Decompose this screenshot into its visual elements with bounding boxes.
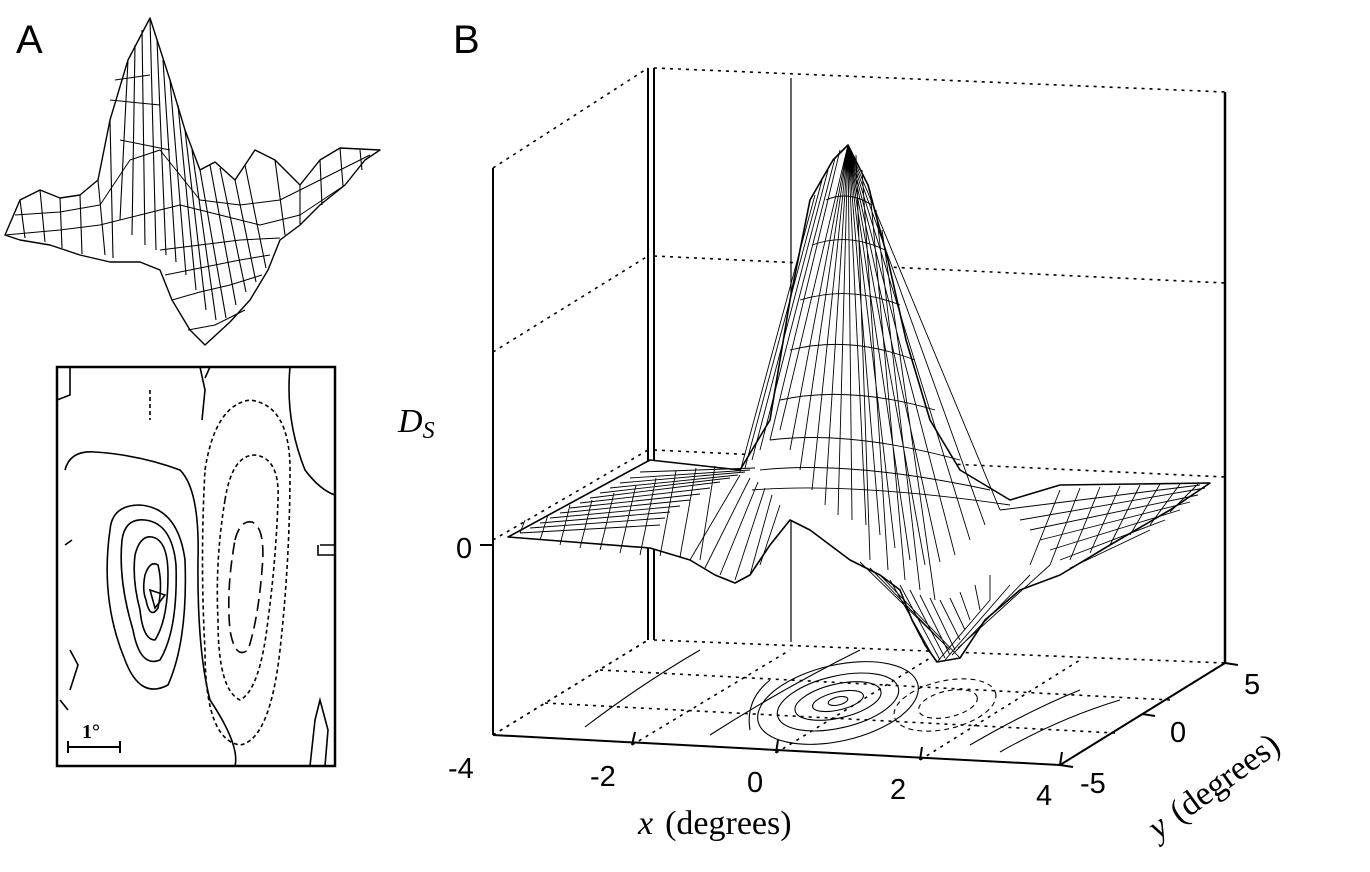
panel-b-surface-left-flat — [519, 465, 756, 561]
panel-a-contours-dashed — [149, 390, 291, 746]
panel-b-surface-trough — [859, 561, 1051, 663]
panel-b-surface-right-flat — [999, 483, 1206, 569]
x-tick-label: -2 — [590, 761, 616, 793]
panel-a-contours-longdash — [227, 521, 264, 654]
panel-a-surface-outline — [4, 17, 381, 346]
panel-b-surface-peak-lines — [739, 144, 1001, 601]
panel-a: A — [4, 17, 381, 768]
panel-a-label: A — [16, 18, 43, 62]
x-tick-label: -4 — [448, 753, 474, 785]
z-axis-title: DS — [397, 403, 435, 444]
y-tick-label: -5 — [1080, 768, 1106, 800]
panel-a-contour-frame — [55, 365, 337, 768]
panel-b-surface-rings — [751, 195, 1011, 506]
x-axis-title-var: x — [637, 805, 653, 842]
z-tick-0: 0 — [456, 533, 472, 565]
panel-a-surface — [4, 17, 381, 346]
y-axis-title: y(degrees) — [1139, 726, 1287, 848]
panel-b-label: B — [453, 18, 480, 62]
panel-b-surface — [507, 144, 1211, 663]
panel-b-floor-contours — [584, 649, 1121, 753]
y-tick-label: 0 — [1170, 717, 1186, 749]
x-tick-label: 4 — [1036, 780, 1052, 812]
y-tick-label: 5 — [1244, 669, 1260, 701]
z-axis-title-sub: S — [423, 418, 435, 444]
panel-b-surface-fill — [507, 144, 1211, 663]
panel-a-scale-bar — [67, 741, 121, 753]
panel-a-surface-cross — [4, 74, 371, 331]
panel-b: B — [397, 18, 1287, 848]
x-axis-title-unit: (degrees) — [665, 805, 791, 842]
panel-b-ticks — [480, 544, 1239, 768]
panel-a-contour-map: 1° — [55, 365, 337, 768]
z-axis-title-main: D — [397, 403, 423, 440]
panel-a-surface-lines — [19, 17, 363, 321]
panel-b-grid — [492, 67, 1226, 761]
panel-a-contours-solid — [56, 366, 336, 767]
y-axis-title-var: y — [1139, 807, 1176, 848]
panel-b-floor-contours-dashed — [893, 678, 997, 732]
x-tick-label: 0 — [747, 767, 763, 799]
x-axis-title: x (degrees) — [637, 805, 792, 842]
panel-a-scale-label: 1° — [82, 721, 100, 743]
x-tick-label: 2 — [890, 774, 906, 806]
panel-b-surface-left-trough — [689, 474, 781, 581]
